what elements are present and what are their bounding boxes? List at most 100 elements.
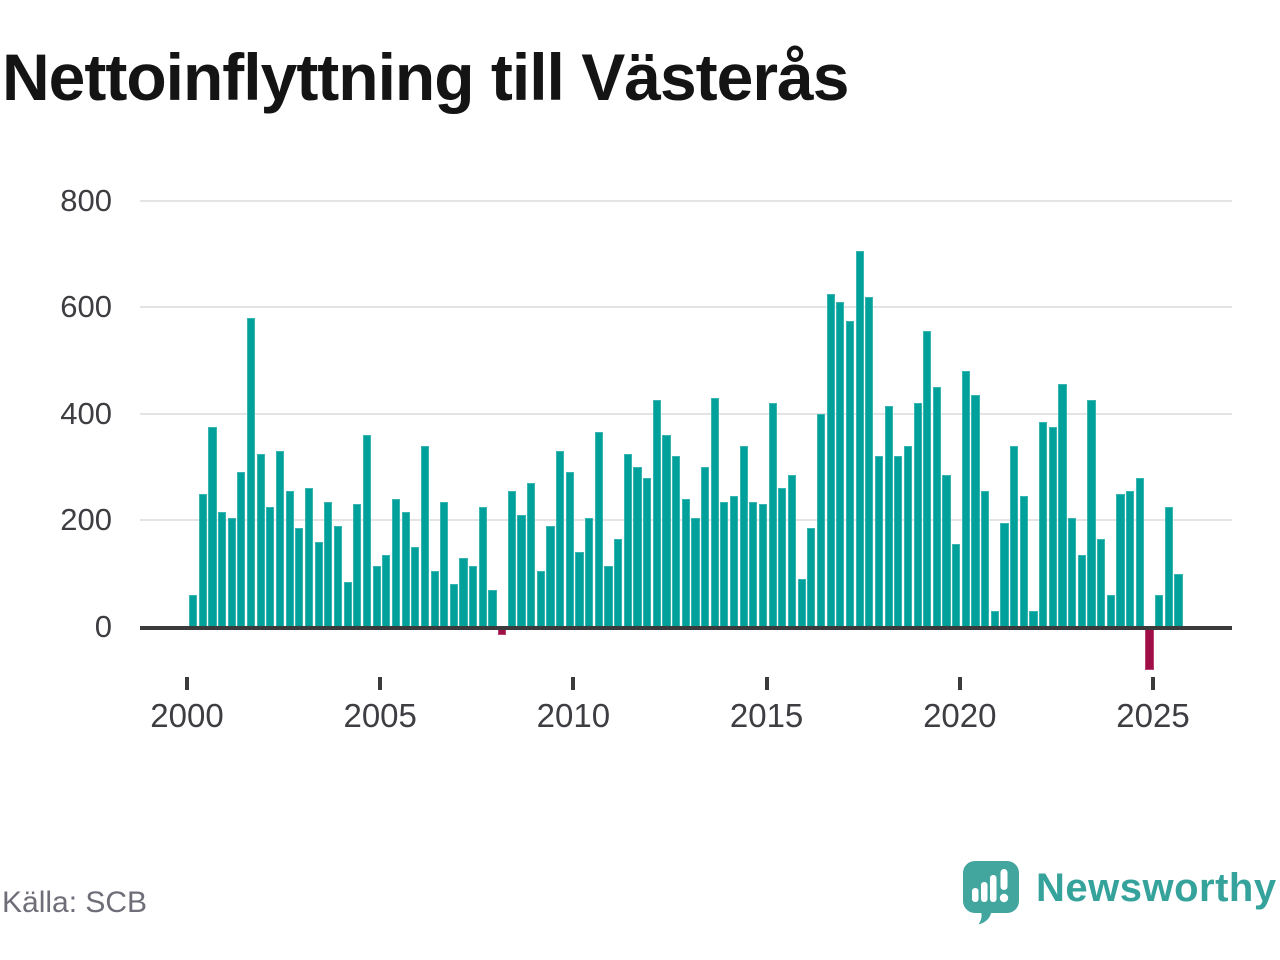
bar	[787, 475, 797, 627]
bar	[720, 501, 729, 627]
bar	[285, 491, 294, 627]
logo-exclamation-dot	[999, 893, 1009, 903]
x-axis-label: 2015	[729, 697, 804, 734]
x-axis-label: 2020	[923, 697, 997, 734]
bar	[758, 504, 768, 627]
bar	[1048, 427, 1057, 627]
x-axis-label: 2025	[1116, 697, 1190, 734]
bar	[556, 451, 565, 627]
bar	[662, 435, 671, 627]
bar	[884, 405, 893, 627]
bar	[256, 453, 265, 627]
newsworthy-logo: Newsworthy	[960, 858, 1277, 926]
bar	[604, 565, 613, 627]
bar	[1068, 517, 1077, 627]
bar	[643, 477, 652, 627]
bar	[990, 611, 999, 627]
y-axis-label: 200	[60, 502, 112, 538]
bar	[353, 504, 362, 627]
bar	[807, 528, 816, 627]
bar	[362, 435, 372, 627]
bar	[488, 589, 497, 627]
bar	[246, 317, 256, 627]
bar	[594, 432, 603, 627]
bar	[778, 488, 787, 627]
bar	[768, 403, 777, 627]
gridline	[140, 306, 1232, 309]
bar	[874, 456, 884, 627]
bar	[1039, 421, 1048, 627]
bar	[1126, 491, 1135, 627]
bar	[411, 547, 420, 627]
x-axis-tick	[1151, 677, 1155, 690]
y-axis-label: 800	[60, 182, 112, 218]
bar	[1106, 595, 1115, 627]
bar	[816, 413, 826, 627]
newsworthy-logo-icon	[963, 861, 1019, 925]
logo-bar-medium	[981, 882, 988, 902]
bar	[1077, 555, 1086, 627]
bar	[923, 331, 932, 627]
bar	[1000, 523, 1009, 627]
bar	[546, 525, 555, 627]
bar	[1135, 477, 1144, 627]
bar	[1174, 573, 1183, 627]
x-axis-label: 2005	[343, 697, 417, 734]
bar	[391, 499, 401, 627]
bar	[430, 571, 439, 627]
bar	[700, 467, 710, 627]
bar	[681, 499, 690, 627]
gridline	[140, 412, 1232, 415]
x-axis-tick	[185, 677, 189, 690]
bar	[585, 517, 594, 627]
logo-exclamation-stem	[1000, 869, 1008, 890]
bar	[1029, 611, 1038, 627]
logo-bar-large	[990, 875, 997, 902]
bar	[449, 584, 458, 627]
bar	[440, 501, 449, 627]
bar	[729, 496, 739, 627]
bar	[614, 539, 623, 627]
bar	[324, 501, 333, 627]
gridline	[140, 199, 1232, 202]
bar	[333, 525, 343, 627]
bar	[189, 595, 198, 627]
bar	[961, 371, 970, 627]
bar	[903, 445, 913, 627]
bar	[1019, 496, 1028, 627]
bar	[217, 512, 227, 627]
x-axis-tick	[378, 677, 383, 690]
x-axis-line	[140, 625, 1232, 630]
bar	[527, 483, 536, 627]
bar	[459, 557, 468, 627]
bar	[295, 528, 304, 627]
bar	[710, 397, 719, 627]
bar	[314, 541, 323, 627]
bar	[478, 507, 487, 627]
bar	[1145, 627, 1154, 670]
bar	[981, 491, 990, 627]
chart-title: Nettoinflyttning till Västerås	[2, 40, 849, 114]
bar	[672, 456, 681, 627]
y-axis-label: 400	[60, 395, 112, 431]
bar	[343, 581, 352, 627]
bar	[652, 400, 661, 627]
x-axis-label: 2000	[150, 697, 224, 734]
bar	[469, 565, 478, 627]
bar	[1010, 445, 1019, 627]
bar	[1058, 384, 1067, 627]
bar	[401, 512, 410, 627]
bar	[971, 395, 980, 627]
bar	[565, 472, 574, 627]
bar	[420, 445, 430, 627]
bar	[932, 387, 941, 627]
bar	[797, 579, 806, 627]
x-axis-label: 2010	[536, 697, 611, 734]
bar	[507, 491, 516, 627]
bar	[266, 507, 275, 627]
bar	[372, 565, 381, 627]
source-label: Källa: SCB	[2, 886, 148, 919]
x-axis-tick	[957, 677, 962, 690]
bar	[1097, 539, 1106, 627]
